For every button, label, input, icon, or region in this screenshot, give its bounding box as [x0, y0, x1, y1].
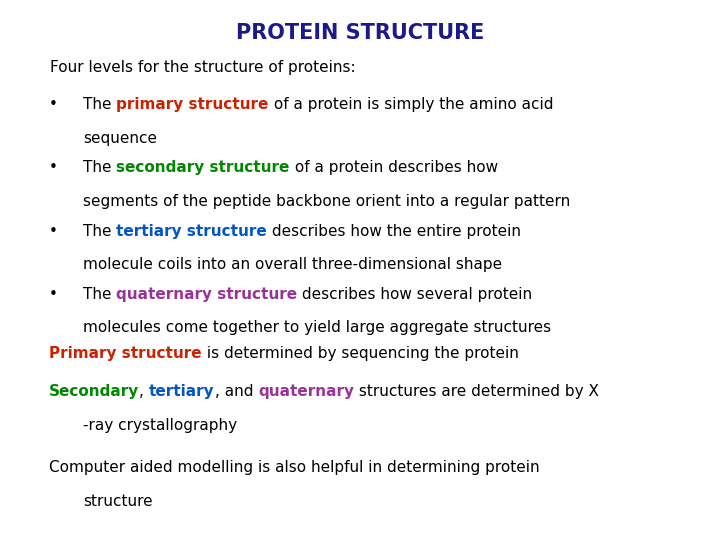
- Text: secondary structure: secondary structure: [116, 160, 289, 176]
- Text: quaternary structure: quaternary structure: [116, 287, 297, 302]
- Text: tertiary structure: tertiary structure: [116, 224, 267, 239]
- Text: ,: ,: [139, 384, 149, 400]
- Text: The: The: [83, 287, 116, 302]
- Text: tertiary: tertiary: [149, 384, 215, 400]
- Text: The: The: [83, 97, 116, 112]
- Text: PROTEIN STRUCTURE: PROTEIN STRUCTURE: [236, 23, 484, 43]
- Text: describes how several protein: describes how several protein: [297, 287, 532, 302]
- Text: quaternary: quaternary: [258, 384, 354, 400]
- Text: of a protein is simply the amino acid: of a protein is simply the amino acid: [269, 97, 553, 112]
- Text: The: The: [83, 224, 116, 239]
- Text: Primary structure: Primary structure: [49, 346, 202, 361]
- Text: Computer aided modelling is also helpful in determining protein: Computer aided modelling is also helpful…: [49, 460, 539, 475]
- Text: sequence: sequence: [83, 131, 157, 146]
- Text: describes how the entire protein: describes how the entire protein: [267, 224, 521, 239]
- Text: The: The: [83, 160, 116, 176]
- Text: of a protein describes how: of a protein describes how: [289, 160, 498, 176]
- Text: Four levels for the structure of proteins:: Four levels for the structure of protein…: [50, 60, 356, 76]
- Text: , and: , and: [215, 384, 258, 400]
- Text: •: •: [49, 224, 58, 239]
- Text: Secondary: Secondary: [49, 384, 139, 400]
- Text: molecule coils into an overall three-dimensional shape: molecule coils into an overall three-dim…: [83, 257, 502, 272]
- Text: -ray crystallography: -ray crystallography: [83, 418, 237, 433]
- Text: •: •: [49, 160, 58, 176]
- Text: molecules come together to yield large aggregate structures: molecules come together to yield large a…: [83, 320, 551, 335]
- Text: is determined by sequencing the protein: is determined by sequencing the protein: [202, 346, 518, 361]
- Text: structure: structure: [83, 494, 153, 509]
- Text: structures are determined by X: structures are determined by X: [354, 384, 599, 400]
- Text: •: •: [49, 97, 58, 112]
- Text: segments of the peptide backbone orient into a regular pattern: segments of the peptide backbone orient …: [83, 194, 570, 209]
- Text: •: •: [49, 287, 58, 302]
- Text: primary structure: primary structure: [116, 97, 269, 112]
